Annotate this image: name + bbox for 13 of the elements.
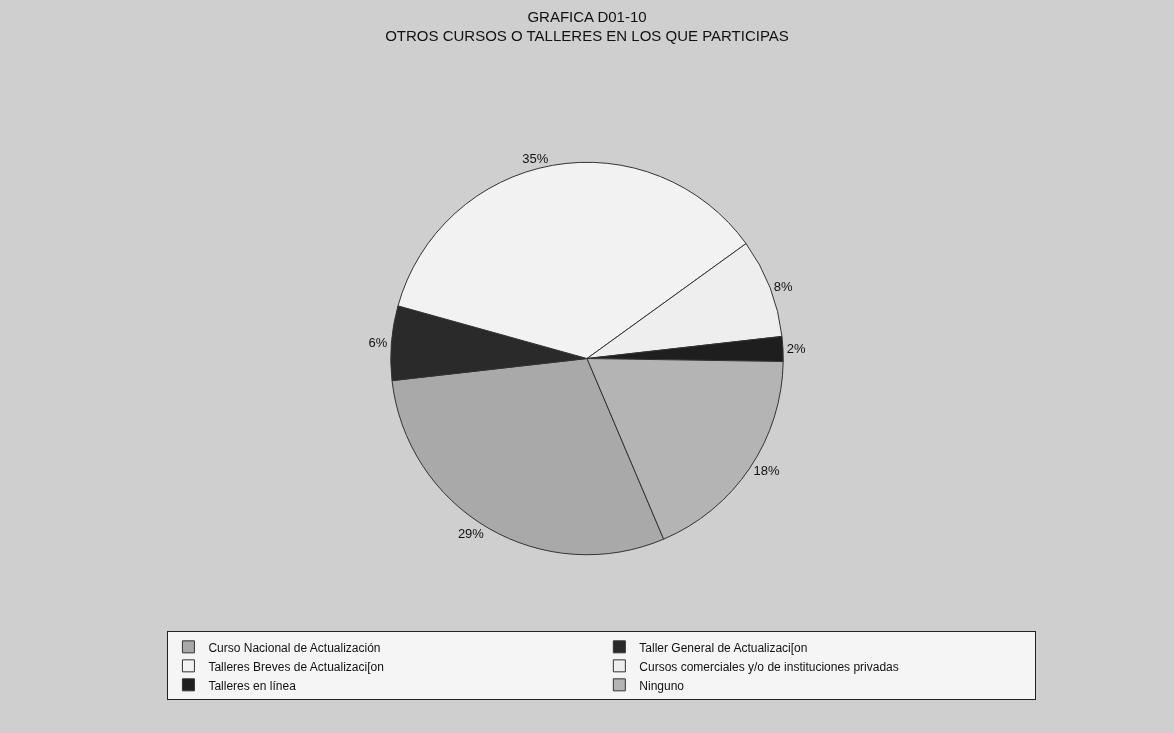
legend-label: Taller General de Actualizaci[on	[639, 640, 808, 655]
data-label: 6%	[368, 335, 388, 351]
data-label: 2%	[786, 341, 806, 357]
data-label: 35%	[522, 150, 549, 166]
legend-label: Talleres Breves de Actualizaci[on	[208, 659, 384, 674]
legend-label: Talleres en línea	[208, 678, 297, 693]
legend-label: Ninguno	[639, 678, 685, 693]
legend-label: Curso Nacional de Actualización	[208, 640, 381, 655]
legend-label: Cursos comerciales y/o de instituciones privadas	[639, 659, 899, 674]
data-label: 29%	[457, 526, 485, 542]
data-label: 18%	[753, 462, 781, 478]
data-label: 8%	[773, 279, 793, 295]
chart-title: GRAFICA D01-10 OTROS CURSOS O TALLERES EN LOS QUE PARTICIPAS	[385, 7, 789, 45]
